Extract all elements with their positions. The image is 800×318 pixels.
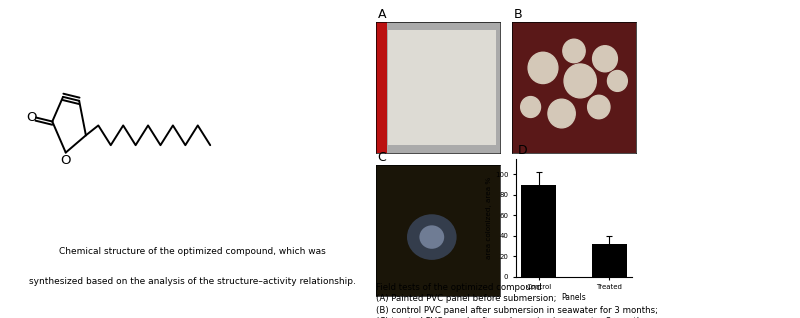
Text: D: D [518,144,527,157]
Circle shape [548,99,575,128]
Circle shape [528,52,558,84]
Circle shape [564,64,596,98]
Bar [389,30,496,145]
Text: Field tests of the optimized compound
(A) Painted PVC panel before submersion;
(: Field tests of the optimized compound (A… [376,283,774,318]
Bar [591,244,626,277]
X-axis label: Panels: Panels [562,293,586,302]
Y-axis label: area colonized, area %: area colonized, area % [486,177,492,259]
Text: Chemical structure of the optimized compound, which was: Chemical structure of the optimized comp… [58,247,326,256]
Text: B: B [514,8,522,21]
Circle shape [607,71,627,91]
Text: synthesized based on the analysis of the structure–activity relationship.: synthesized based on the analysis of the… [29,277,355,286]
Circle shape [593,46,618,72]
Text: O: O [61,155,71,168]
Ellipse shape [407,214,457,260]
Text: A: A [378,8,386,21]
Circle shape [588,95,610,119]
Bar [376,22,387,153]
Bar [522,184,557,277]
Ellipse shape [419,225,444,249]
Circle shape [563,39,585,63]
Text: O: O [26,111,36,124]
Text: C: C [378,151,386,164]
Circle shape [521,97,541,117]
